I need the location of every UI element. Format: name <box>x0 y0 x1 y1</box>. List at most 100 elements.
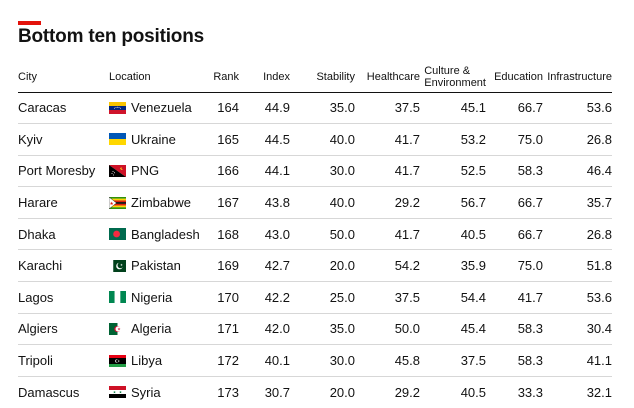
location-name: Algeria <box>131 321 171 336</box>
libya-flag-icon <box>109 355 126 367</box>
cell-index: 40.1 <box>239 345 290 377</box>
cell-location: Zimbabwe <box>109 187 201 219</box>
pakistan-flag-icon <box>109 260 126 272</box>
png-flag-icon <box>109 165 126 177</box>
table-header-row: City Location Rank Index Stability Healt… <box>18 62 612 92</box>
location-name: Bangladesh <box>131 227 200 242</box>
location-name: Libya <box>131 353 162 368</box>
header-culture-line2: Environment <box>424 77 486 89</box>
cell-index: 43.0 <box>239 218 290 250</box>
cell-infrastructure: 26.8 <box>543 124 612 156</box>
ukraine-flag-icon <box>109 133 126 145</box>
cell-culture: 45.1 <box>420 92 486 124</box>
syria-flag-icon <box>109 386 126 398</box>
cell-index: 44.9 <box>239 92 290 124</box>
cell-infrastructure: 26.8 <box>543 218 612 250</box>
table-row: Dhaka Bangladesh 168 43.0 50.0 41.7 40.5… <box>18 218 612 250</box>
cell-stability: 50.0 <box>290 218 355 250</box>
cell-city: Harare <box>18 187 109 219</box>
cell-education: 66.7 <box>486 92 543 124</box>
cell-rank: 164 <box>201 92 239 124</box>
cell-city: Lagos <box>18 282 109 314</box>
cell-infrastructure: 30.4 <box>543 313 612 345</box>
cell-education: 66.7 <box>486 187 543 219</box>
cell-healthcare: 29.2 <box>355 187 420 219</box>
cell-rank: 172 <box>201 345 239 377</box>
cell-education: 41.7 <box>486 282 543 314</box>
table-row: Damascus Syria 173 30.7 20.0 29.2 40.5 3… <box>18 376 612 408</box>
cell-education: 75.0 <box>486 250 543 282</box>
cell-location: Ukraine <box>109 124 201 156</box>
location-name: Pakistan <box>131 258 181 273</box>
cell-education: 66.7 <box>486 218 543 250</box>
table-row: Tripoli Libya 172 40.1 30.0 45.8 37.5 58… <box>18 345 612 377</box>
cell-culture: 40.5 <box>420 376 486 408</box>
venezuela-flag-icon <box>109 102 126 114</box>
header-index: Index <box>239 62 290 92</box>
bangladesh-flag-icon <box>109 228 126 240</box>
cell-infrastructure: 51.8 <box>543 250 612 282</box>
location-name: Syria <box>131 385 161 400</box>
cell-location: PNG <box>109 155 201 187</box>
cell-healthcare: 37.5 <box>355 92 420 124</box>
cell-stability: 25.0 <box>290 282 355 314</box>
cell-stability: 30.0 <box>290 345 355 377</box>
rankings-table: City Location Rank Index Stability Healt… <box>18 62 612 408</box>
cell-index: 42.2 <box>239 282 290 314</box>
cell-culture: 56.7 <box>420 187 486 219</box>
cell-index: 42.0 <box>239 313 290 345</box>
cell-stability: 40.0 <box>290 124 355 156</box>
cell-education: 58.3 <box>486 155 543 187</box>
cell-healthcare: 37.5 <box>355 282 420 314</box>
cell-rank: 166 <box>201 155 239 187</box>
cell-location: Nigeria <box>109 282 201 314</box>
cell-healthcare: 41.7 <box>355 155 420 187</box>
zimbabwe-flag-icon <box>109 197 126 209</box>
location-name: Venezuela <box>131 100 192 115</box>
cell-infrastructure: 53.6 <box>543 282 612 314</box>
cell-index: 44.1 <box>239 155 290 187</box>
cell-location: Syria <box>109 376 201 408</box>
table-row: Algiers Algeria 171 42.0 35.0 50.0 45.4 … <box>18 313 612 345</box>
cell-location: Algeria <box>109 313 201 345</box>
cell-stability: 35.0 <box>290 92 355 124</box>
cell-index: 30.7 <box>239 376 290 408</box>
cell-infrastructure: 53.6 <box>543 92 612 124</box>
cell-culture: 52.5 <box>420 155 486 187</box>
cell-culture: 54.4 <box>420 282 486 314</box>
location-name: Ukraine <box>131 132 176 147</box>
cell-healthcare: 50.0 <box>355 313 420 345</box>
header-education: Education <box>486 62 543 92</box>
header-location: Location <box>109 62 201 92</box>
cell-rank: 173 <box>201 376 239 408</box>
cell-education: 75.0 <box>486 124 543 156</box>
cell-infrastructure: 35.7 <box>543 187 612 219</box>
cell-city: Caracas <box>18 92 109 124</box>
accent-bar <box>18 21 41 25</box>
cell-index: 44.5 <box>239 124 290 156</box>
table-row: Port Moresby PNG 166 44.1 30.0 41.7 52.5… <box>18 155 612 187</box>
cell-culture: 35.9 <box>420 250 486 282</box>
header-rank: Rank <box>201 62 239 92</box>
table-row: Karachi Pakistan 169 42.7 20.0 54.2 35.9… <box>18 250 612 282</box>
table-row: Harare Zimbabwe 167 43.8 40.0 29.2 56.7 … <box>18 187 612 219</box>
cell-location: Libya <box>109 345 201 377</box>
location-name: Zimbabwe <box>131 195 191 210</box>
cell-education: 58.3 <box>486 345 543 377</box>
cell-city: Tripoli <box>18 345 109 377</box>
cell-stability: 35.0 <box>290 313 355 345</box>
cell-rank: 170 <box>201 282 239 314</box>
header-healthcare: Healthcare <box>355 62 420 92</box>
cell-location: Venezuela <box>109 92 201 124</box>
cell-healthcare: 41.7 <box>355 218 420 250</box>
cell-healthcare: 41.7 <box>355 124 420 156</box>
cell-location: Pakistan <box>109 250 201 282</box>
table-row: Kyiv Ukraine 165 44.5 40.0 41.7 53.2 75.… <box>18 124 612 156</box>
cell-index: 43.8 <box>239 187 290 219</box>
header-culture-line1: Culture & <box>424 65 470 77</box>
cell-index: 42.7 <box>239 250 290 282</box>
cell-education: 33.3 <box>486 376 543 408</box>
cell-healthcare: 45.8 <box>355 345 420 377</box>
cell-stability: 30.0 <box>290 155 355 187</box>
nigeria-flag-icon <box>109 291 126 303</box>
